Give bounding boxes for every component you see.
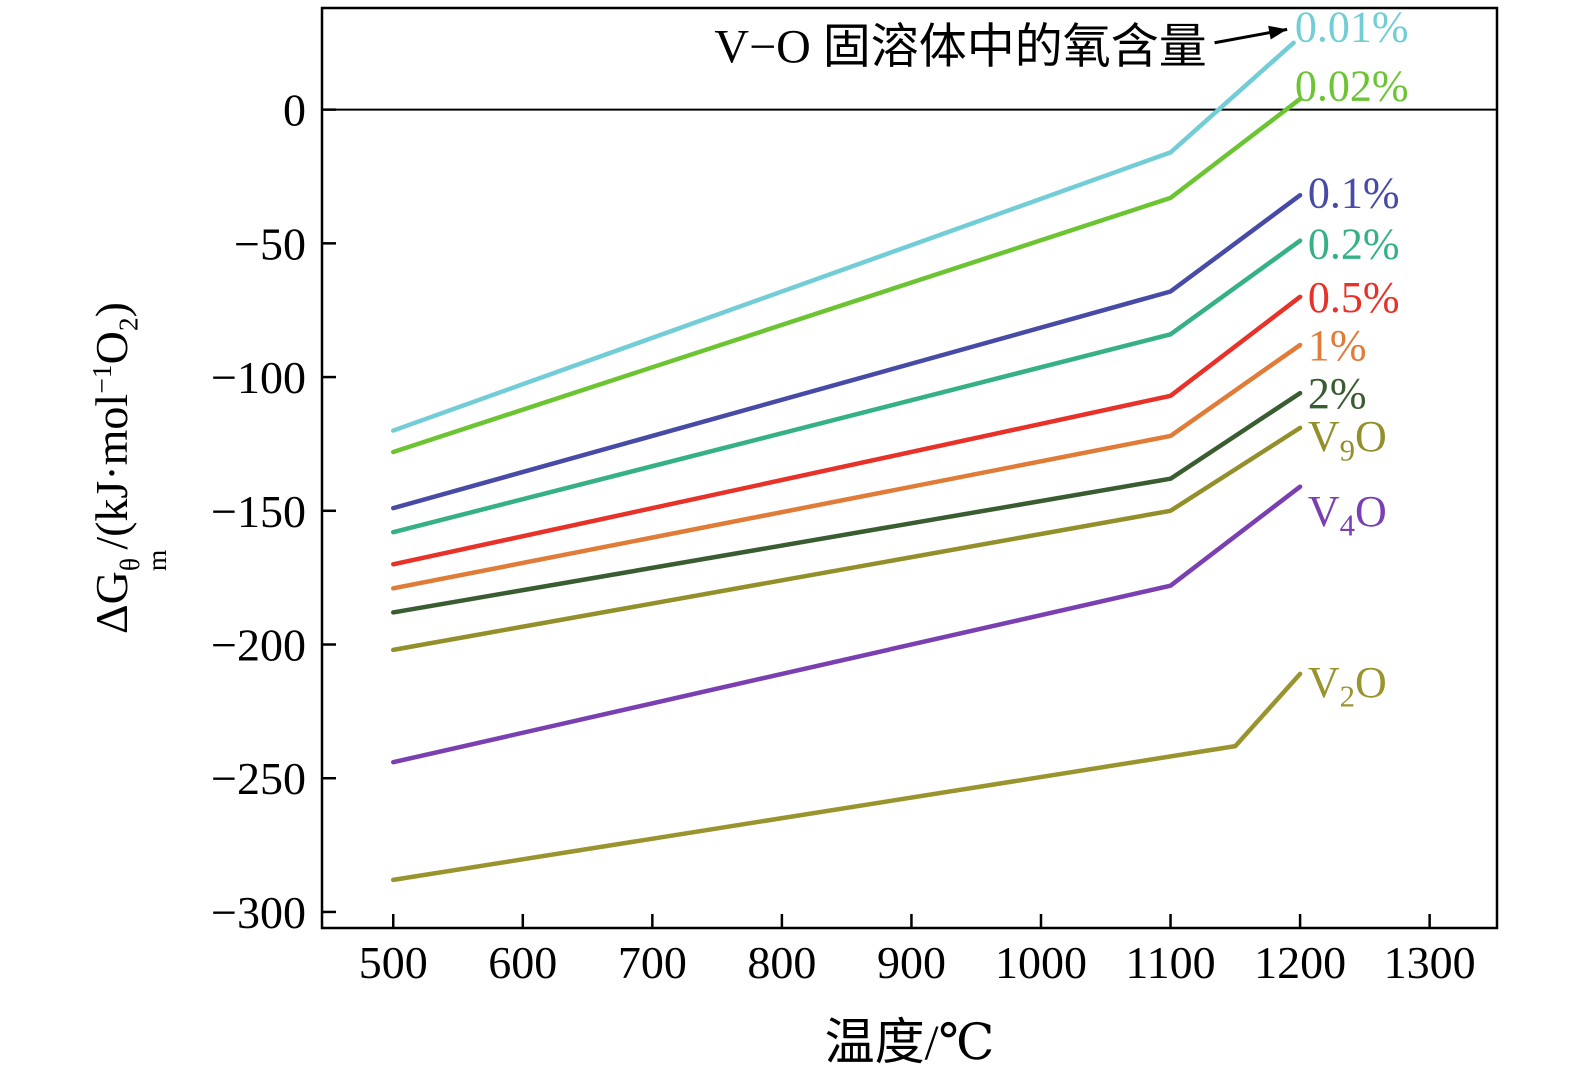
- series-label-0.01%: 0.01%: [1295, 3, 1409, 52]
- x-tick-label: 600: [488, 937, 557, 988]
- x-tick-label: 1200: [1254, 937, 1346, 988]
- x-tick-label: 1000: [995, 937, 1087, 988]
- x-tick-label: 900: [877, 937, 946, 988]
- y-tick-label: −300: [211, 887, 306, 938]
- series-line-2%: [391, 390, 1303, 615]
- x-tick-label: 1100: [1125, 937, 1215, 988]
- y-tick-label: −50: [234, 218, 306, 269]
- y-tick-label: −150: [211, 486, 306, 537]
- series-line-V9O: [391, 425, 1303, 653]
- series-line-0.01%: [391, 40, 1296, 433]
- y-tick-label: 0: [283, 85, 306, 136]
- series-label-0.02%: 0.02%: [1295, 62, 1409, 111]
- series-line-0.02%: [391, 96, 1303, 455]
- y-tick-label: −250: [211, 753, 306, 804]
- series-label-0.2%: 0.2%: [1308, 219, 1400, 268]
- y-axis-label: ΔG θ m/(kJ·mol−1O2): [85, 302, 173, 634]
- series-line-0.1%: [391, 192, 1303, 511]
- x-tick-label: 500: [359, 937, 428, 988]
- annotation-text: V−O 固溶体中的氧含量: [714, 20, 1206, 73]
- x-tick-label: 1300: [1384, 937, 1476, 988]
- series-label-1%: 1%: [1308, 321, 1367, 370]
- series-label-V9O: V9O: [1308, 412, 1387, 468]
- series-line-1%: [391, 342, 1303, 591]
- y-tick-label: −100: [211, 352, 306, 403]
- series-label-0.1%: 0.1%: [1308, 169, 1400, 218]
- series-label-V2O: V2O: [1308, 658, 1387, 714]
- series-line-V4O: [391, 484, 1303, 765]
- series-label-0.5%: 0.5%: [1308, 273, 1400, 322]
- annotation-arrowhead: [1268, 25, 1288, 40]
- series-line-0.2%: [391, 238, 1303, 535]
- x-tick-label: 800: [747, 937, 816, 988]
- series-label-V4O: V4O: [1308, 487, 1387, 543]
- series-line-0.5%: [391, 294, 1303, 567]
- x-axis-label: 温度/℃: [824, 1014, 995, 1070]
- y-tick-label: −200: [211, 620, 306, 671]
- plot-frame: [320, 6, 1499, 930]
- x-tick-label: 700: [618, 937, 687, 988]
- series-label-2%: 2%: [1308, 369, 1367, 418]
- series-line-V2O: [391, 671, 1303, 883]
